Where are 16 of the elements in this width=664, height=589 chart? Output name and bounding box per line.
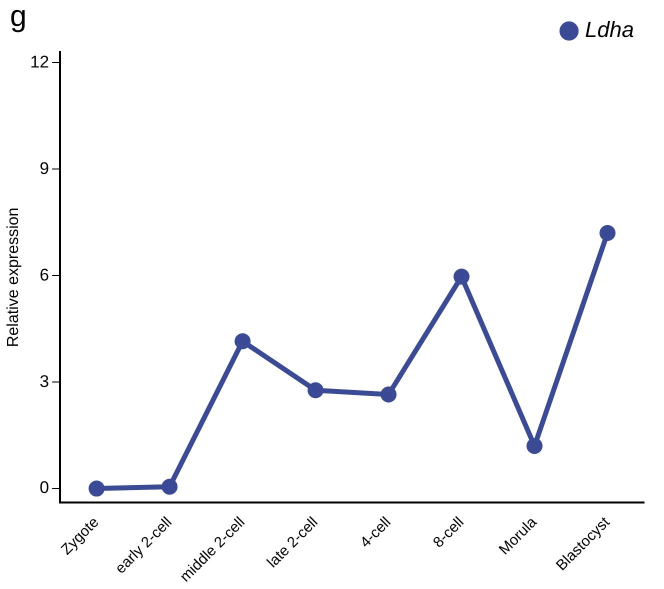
legend-label: Ldha	[585, 17, 634, 42]
point	[162, 478, 178, 495]
point	[380, 386, 397, 402]
point	[234, 333, 251, 350]
y-tick-label: 9	[40, 158, 50, 178]
y-tick-label: 3	[40, 372, 50, 391]
point	[308, 382, 324, 398]
point	[454, 268, 470, 285]
y-tick-label: 6	[40, 265, 50, 284]
y-tick-label: 12	[30, 52, 50, 72]
point	[88, 480, 105, 497]
point	[526, 438, 543, 454]
point	[600, 225, 616, 242]
text: g	[10, 0, 27, 34]
y-tick-label: 0	[40, 478, 50, 498]
y-axis-title: Relative expression	[5, 208, 22, 348]
